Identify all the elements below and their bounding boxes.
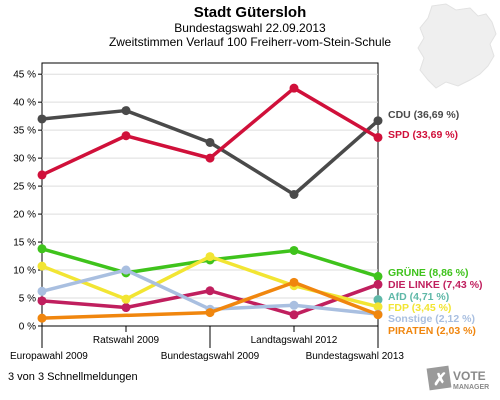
data-point-sonstige [37, 286, 47, 296]
legend-label-die-linke: DIE LINKE (7,43 %) [388, 279, 483, 291]
x-tick-label: Bundestagswahl 2013 [306, 351, 405, 362]
y-axis: 0 % 5 % 10 % 15 % 20 % 25 % 30 % 35 % 40 % 45 % [13, 70, 42, 333]
data-point-fdp [121, 294, 131, 304]
x-tick-label: Bundestagswahl 2009 [161, 351, 260, 362]
data-point-fdp [37, 261, 47, 271]
legend-label-afd: AfD (4,71 %) [388, 291, 449, 303]
y-tick-label: 30 % [13, 154, 36, 165]
data-point-fdp [373, 302, 383, 312]
legend-label-sonstige: Sonstige (2,12 %) [388, 313, 475, 325]
data-point-cdu [121, 106, 131, 116]
y-tick-label: 35 % [13, 126, 36, 137]
data-point-spd [37, 170, 47, 180]
legend-label-spd: SPD (33,69 %) [388, 129, 458, 141]
legend-label-cdu: CDU (36,69 %) [388, 109, 459, 121]
vote-manager-logo: ✗ VOTE MANAGER [426, 365, 489, 391]
chart-subtitle-description: Zweitstimmen Verlauf 100 Freiherr-vom-St… [109, 35, 391, 49]
germany-map-silhouette [417, 3, 497, 89]
data-point-cdu [373, 116, 383, 126]
data-point-die-linke [289, 310, 299, 320]
y-tick-label: 5 % [19, 294, 36, 305]
data-point-sonstige [289, 300, 299, 310]
data-point-die-linke [205, 286, 215, 296]
data-point-cdu [289, 190, 299, 199]
data-point-cdu [37, 114, 47, 124]
data-point-afd [373, 295, 383, 305]
data-point-piraten [373, 310, 383, 320]
data-point-spd [205, 153, 215, 163]
data-point-spd [121, 131, 131, 141]
data-point-spd [373, 132, 383, 142]
y-tick-label: 40 % [13, 98, 36, 109]
y-tick-label: 0 % [19, 322, 36, 333]
data-point-sonstige [121, 265, 131, 275]
plot-area [41, 62, 379, 327]
logo-text-vote: VOTE [453, 369, 486, 383]
data-point-piraten [289, 277, 299, 287]
data-point-fdp [205, 252, 215, 262]
x-tick-label: Landtagswahl 2012 [251, 335, 338, 346]
series-line-piraten [41, 280, 379, 320]
series-lines [37, 83, 383, 323]
data-point-die-linke [121, 303, 131, 313]
data-point-gr-ne [373, 271, 383, 281]
data-point-piraten [37, 313, 47, 323]
y-tick-label: 25 % [13, 182, 36, 193]
y-tick-label: 20 % [13, 210, 36, 221]
legend-label-gr-ne: GRÜNE (8,86 %) [388, 266, 469, 279]
x-tick-label: Ratswahl 2009 [93, 335, 160, 346]
x-tick-label: Europawahl 2009 [10, 351, 88, 362]
logo-text-manager: MANAGER [453, 384, 489, 391]
legend: CDU (36,69 %) SPD (33,69 %) GRÜNE (8,86 %)… [388, 109, 483, 337]
chart-subtitle-date: Bundestagswahl 22.09.2013 [174, 21, 326, 35]
y-tick-label: 10 % [13, 266, 36, 277]
data-point-spd [289, 83, 299, 93]
data-point-die-linke [37, 296, 47, 306]
data-point-gr-ne [289, 245, 299, 255]
y-tick-label: 45 % [13, 70, 36, 81]
legend-label-fdp: FDP (3,45 %) [388, 302, 451, 314]
svg-text:✗: ✗ [433, 370, 447, 389]
chart-title: Stadt Gütersloh [194, 4, 307, 21]
legend-label-piraten: PIRATEN (2,03 %) [388, 325, 476, 337]
footer-status: 3 von 3 Schnellmeldungen [8, 371, 138, 383]
data-point-gr-ne [37, 244, 47, 254]
y-tick-label: 15 % [13, 238, 36, 249]
data-point-cdu [205, 137, 215, 147]
data-point-piraten [205, 308, 215, 318]
data-point-die-linke [373, 279, 383, 289]
